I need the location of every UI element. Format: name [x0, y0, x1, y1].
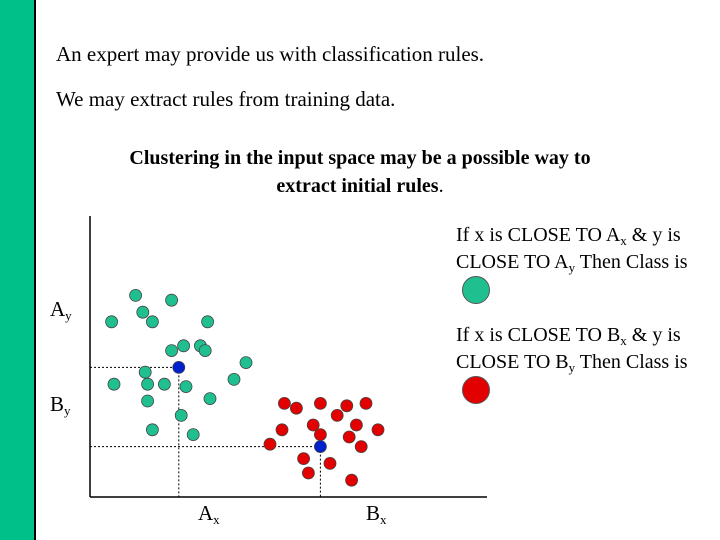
cluster-center-1: [172, 360, 186, 374]
data-point-2-5: [359, 396, 373, 410]
data-point-2-6: [330, 408, 344, 422]
data-point-1-18: [203, 392, 217, 406]
data-point-2-17: [301, 466, 315, 480]
data-point-1-16: [157, 377, 171, 391]
heading-line-2: extract initial rules: [276, 175, 439, 197]
label-ay-sub: y: [65, 308, 72, 323]
side-bar: [0, 0, 36, 540]
label-ay: Ay: [50, 297, 72, 323]
rule-b-part2: & y is CLOSE TO B: [456, 324, 681, 373]
data-point-2-8: [275, 423, 289, 437]
data-point-2-2: [289, 401, 303, 415]
data-point-1-14: [107, 377, 121, 391]
rule-class-a: If x is CLOSE TO Ax & y is CLOSE TO Ay T…: [456, 222, 718, 306]
data-point-2-18: [345, 473, 359, 487]
rule-a-part1: If x is CLOSE TO A: [456, 224, 621, 246]
data-point-1-19: [141, 394, 155, 408]
data-point-2-16: [323, 456, 337, 470]
data-point-2-1: [277, 396, 291, 410]
rule-a-part3: Then Class is: [575, 251, 688, 273]
data-point-2-3: [313, 396, 327, 410]
rule-b-sub1: x: [620, 333, 627, 348]
data-point-1-9: [165, 344, 179, 358]
data-point-1-10: [177, 339, 191, 353]
data-point-1-1: [105, 315, 118, 329]
statement-training-data: We may extract rules from training data.: [56, 87, 396, 111]
data-point-1-11: [198, 344, 212, 358]
data-point-2-14: [354, 440, 368, 454]
data-point-1-21: [145, 423, 159, 437]
rule-b-sub2: y: [568, 360, 576, 375]
label-ax: Ax: [198, 501, 220, 527]
data-point-1-20: [174, 408, 188, 422]
class-b-swatch: [462, 376, 490, 404]
label-ay-base: A: [50, 297, 66, 321]
label-bx: Bx: [366, 501, 387, 527]
data-point-2-4: [340, 399, 354, 413]
data-point-2-15: [297, 452, 311, 466]
data-point-1-17: [179, 380, 193, 394]
label-by-sub: y: [64, 403, 71, 418]
data-point-1-3: [136, 305, 150, 319]
data-point-1-7: [201, 315, 215, 329]
data-point-2-13: [263, 437, 277, 451]
heading-line-1: Clustering in the input space may be a p…: [129, 147, 591, 169]
data-point-2-11: [342, 430, 356, 444]
rule-a-part2: & y is CLOSE TO A: [456, 224, 681, 273]
heading-clustering: Clustering in the input space may be a p…: [60, 144, 660, 200]
rule-class-b: If x is CLOSE TO Bx & y is CLOSE TO By T…: [456, 322, 718, 406]
data-point-1-8: [138, 365, 152, 379]
rule-a-sub1: x: [620, 233, 627, 248]
rule-b-part1: If x is CLOSE TO B: [456, 324, 621, 346]
label-by-base: B: [50, 392, 65, 416]
data-point-2-10: [313, 428, 327, 442]
label-ax-sub: x: [213, 512, 220, 527]
label-bx-base: B: [366, 501, 381, 525]
data-point-2-12: [371, 423, 385, 437]
data-point-2-9: [306, 418, 320, 432]
label-ax-base: A: [198, 501, 214, 525]
rule-a-sub2: y: [568, 260, 576, 275]
data-point-1-5: [165, 293, 179, 307]
cluster-center-2: [313, 440, 327, 454]
data-point-1-2: [129, 288, 143, 302]
data-point-1-13: [227, 372, 241, 386]
rule-b-part3: Then Class is: [575, 351, 688, 373]
heading-period: .: [438, 175, 444, 197]
label-by: By: [50, 392, 71, 418]
class-a-swatch: [462, 276, 490, 304]
data-point-2-7: [349, 418, 363, 432]
data-point-1-22: [186, 428, 200, 442]
statement-expert-rules: An expert may provide us with classifica…: [56, 42, 485, 66]
data-point-1-15: [141, 377, 155, 391]
data-point-1-12: [239, 356, 253, 370]
label-bx-sub: x: [380, 512, 387, 527]
data-point-1-4: [145, 315, 159, 329]
